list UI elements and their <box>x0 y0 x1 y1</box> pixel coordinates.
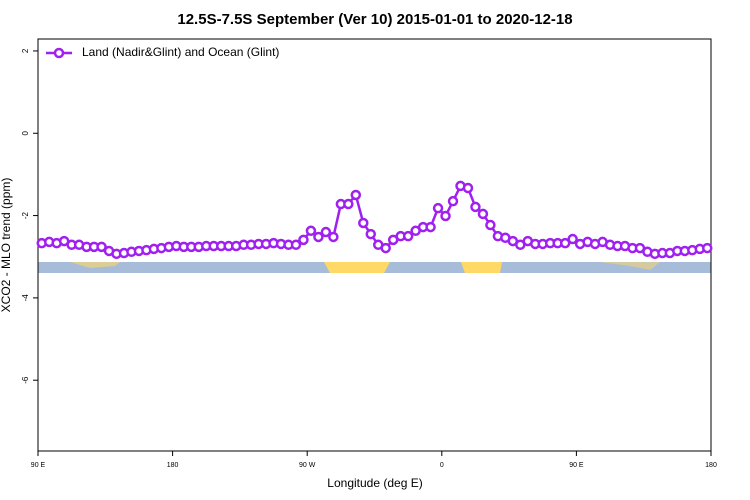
legend-label: Land (Nadir&Glint) and Ocean (Glint) <box>82 45 279 59</box>
data-point <box>462 182 474 194</box>
data-point <box>702 242 713 254</box>
chart-title: 12.5S-7.5S September (Ver 10) 2015-01-01… <box>177 11 572 28</box>
data-point <box>402 230 414 242</box>
data-point <box>313 231 324 243</box>
y-tick-label: -2 <box>21 211 30 219</box>
x-tick-label: 180 <box>167 462 179 469</box>
data-point <box>447 195 459 207</box>
y-tick-label: -4 <box>21 294 30 302</box>
x-tick-label: 90 E <box>569 462 584 469</box>
x-tick-label: 90 E <box>31 462 46 469</box>
data-point <box>298 234 309 246</box>
data-point <box>320 226 332 238</box>
data-point <box>559 237 571 249</box>
y-axis-label: XCO2 - MLO trend (ppm) <box>0 178 13 313</box>
data-point <box>470 201 481 213</box>
data-point <box>328 231 339 243</box>
data-point <box>305 225 317 237</box>
data-point <box>440 210 451 222</box>
x-tick-label: 0 <box>440 462 444 469</box>
y-tick-label: 2 <box>21 48 30 53</box>
data-point <box>365 228 377 240</box>
land-islands <box>600 262 660 270</box>
y-tick-label: -6 <box>21 376 30 384</box>
data-point <box>432 202 444 214</box>
land-america <box>461 262 502 273</box>
data-point <box>96 241 107 253</box>
data-point <box>380 242 391 254</box>
data-point <box>567 233 578 245</box>
data-point <box>485 219 496 231</box>
land-ocean-strip <box>38 262 711 273</box>
data-point <box>290 239 302 251</box>
land-africa <box>324 262 390 273</box>
data-point <box>343 198 354 210</box>
data-point <box>350 189 362 201</box>
x-tick-label: 90 W <box>299 462 316 469</box>
y-tick-label: 0 <box>21 130 30 135</box>
x-tick-label: 180 <box>705 462 717 469</box>
legend-marker <box>53 47 65 59</box>
data-point <box>425 221 436 233</box>
data-point <box>477 208 489 220</box>
data-point <box>358 217 369 229</box>
land-islands <box>70 262 120 268</box>
x-axis-label: Longitude (deg E) <box>327 476 422 490</box>
